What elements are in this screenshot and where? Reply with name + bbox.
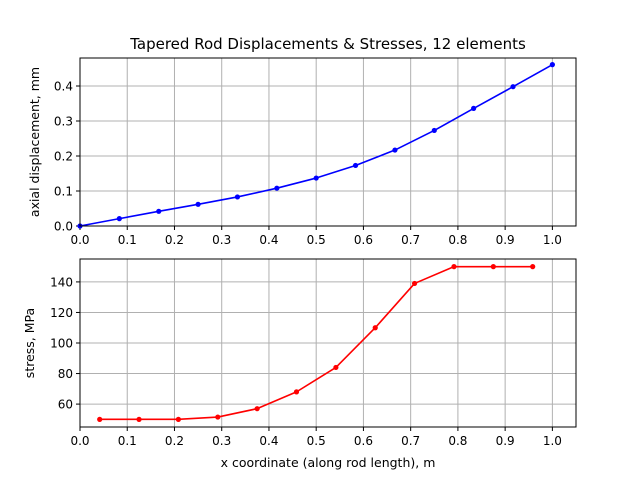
top-x-tick-label: 1.0 (543, 233, 562, 247)
bottom-x-tick-label: 0.4 (259, 434, 278, 448)
bottom-x-tick-label: 1.0 (543, 434, 562, 448)
top-data-point (352, 162, 359, 169)
top-x-tick-label: 0.5 (307, 233, 326, 247)
top-data-point (234, 194, 241, 200)
bottom-series-line (99, 265, 533, 421)
top-data-point (549, 62, 555, 68)
bottom-data-point (175, 416, 181, 422)
top-data-point (392, 147, 398, 153)
bottom-data-point (136, 416, 142, 422)
bottom-x-tick-label: 0.0 (70, 434, 89, 448)
bottom-data-point (333, 364, 339, 371)
bottom-data-point (293, 389, 300, 395)
x-axis-label: x coordinate (along rod length), m (221, 455, 436, 470)
top-y-tick-label: 0.2 (54, 150, 73, 164)
top-x-tick-label: 0.0 (70, 233, 89, 247)
top-y-axis-label: axial displacement, mm (27, 67, 42, 217)
bottom-y-tick-label: 60 (58, 398, 73, 412)
top-data-point (274, 185, 280, 191)
top-data-point (116, 216, 122, 222)
top-x-tick-label: 0.8 (448, 233, 467, 247)
bottom-y-axis-label: stress, MPa (22, 308, 37, 378)
top-x-tick-label: 0.9 (496, 233, 515, 247)
top-x-tick-label: 0.6 (354, 233, 373, 247)
bottom-x-tick-label: 0.6 (354, 434, 373, 448)
top-x-tick-label: 0.4 (259, 233, 278, 247)
top-x-tick-label: 0.2 (165, 233, 184, 247)
top-x-tick-label: 0.7 (401, 233, 420, 247)
top-x-tick-label: 0.3 (212, 233, 231, 247)
top-y-tick-label: 0.3 (54, 115, 73, 129)
top-y-tick-label: 0.0 (54, 220, 73, 234)
top-data-point (313, 175, 319, 181)
bottom-data-point (451, 264, 457, 270)
bottom-data-point (97, 416, 103, 422)
bottom-data-point (490, 264, 496, 270)
bottom-y-tick-label: 120 (50, 306, 73, 320)
bottom-x-tick-label: 0.1 (118, 434, 137, 448)
top-y-tick-label: 0.1 (54, 185, 73, 199)
top-axes-frame (79, 57, 577, 227)
bottom-x-tick-label: 0.3 (212, 434, 231, 448)
bottom-x-tick-label: 0.7 (401, 434, 420, 448)
top-data-point (510, 84, 516, 90)
bottom-data-point (254, 406, 260, 412)
bottom-x-tick-label: 0.9 (496, 434, 515, 448)
bottom-x-tick-label: 0.2 (165, 434, 184, 448)
top-y-tick-label: 0.4 (54, 80, 73, 94)
chart-title: Tapered Rod Displacements & Stresses, 12… (129, 35, 526, 53)
bottom-y-tick-label: 100 (50, 337, 73, 351)
bottom-data-point (530, 264, 536, 270)
bottom-data-point (215, 414, 221, 420)
top-plot-area (80, 58, 576, 226)
top-data-point (431, 127, 437, 134)
top-data-point (195, 201, 201, 207)
bottom-y-tick-label: 140 (50, 275, 73, 289)
displacement-plot: 0.0 0.1 0.2 0.3 0.4 0.5 0.6 0.7 0.8 0.9 1.0 0.0 0.1 0… (54, 57, 577, 247)
bottom-x-tick-label: 0.8 (448, 434, 467, 448)
bottom-axes-frame (79, 258, 577, 428)
top-x-tick-label: 0.1 (118, 233, 137, 247)
bottom-x-tick-label: 0.5 (307, 434, 326, 448)
top-data-point (156, 208, 162, 214)
bottom-data-point (372, 325, 378, 331)
top-data-point (471, 105, 477, 111)
stress-plot: 0.0 0.1 0.2 0.3 0.4 0.5 0.6 0.7 0.8 0.9 1.0 60 80 100… (50, 258, 577, 448)
bottom-data-point (411, 280, 418, 287)
bottom-y-tick-label: 80 (58, 367, 73, 381)
